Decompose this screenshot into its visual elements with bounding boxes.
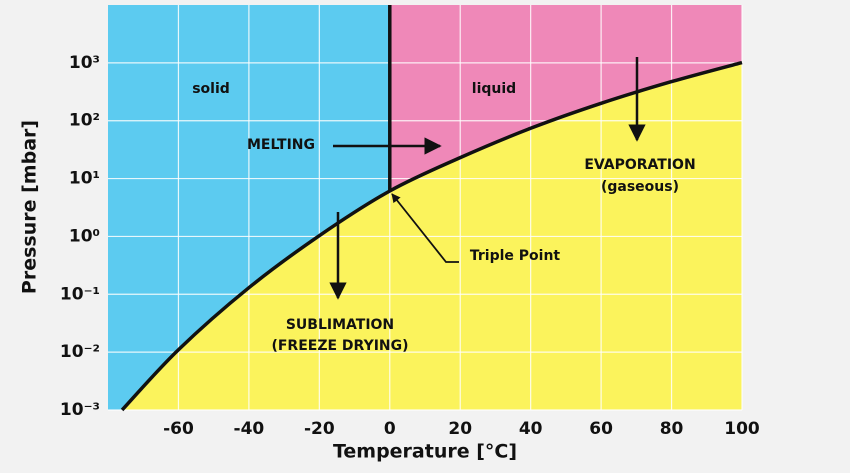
arrow xyxy=(391,193,459,263)
x-tick-label: -60 xyxy=(163,419,194,439)
annotation: Triple Point xyxy=(470,248,561,264)
region-label: liquid xyxy=(472,81,516,97)
x-axis-title: Temperature [°C] xyxy=(333,441,517,463)
annotations: solid liquid MELTING EVAPORATION (gaseou… xyxy=(19,57,696,463)
boundary-curve xyxy=(120,60,743,412)
y-tick-label: 10⁻² xyxy=(60,342,100,362)
plot-area: -60 -40 -20 0 20 40 60 80 100 10⁻³ 10⁻² 10⁻¹ 10⁰ 10¹ 1… xyxy=(60,5,760,439)
y-tick-label: 10⁰ xyxy=(69,226,100,246)
y-tick-label: 10⁻³ xyxy=(60,400,100,420)
annotation: SUBLIMATION xyxy=(286,317,394,333)
annotation: EVAPORATION xyxy=(584,157,695,173)
x-tick-label: 0 xyxy=(384,419,396,439)
x-tick-label: 20 xyxy=(448,419,472,439)
annotation: (FREEZE DRYING) xyxy=(271,338,408,354)
annotation: (gaseous) xyxy=(601,179,679,195)
y-tick-label: 10⁻¹ xyxy=(60,284,100,304)
x-tick-label: -20 xyxy=(304,419,335,439)
annotation: MELTING xyxy=(247,137,315,153)
x-tick-label: 100 xyxy=(724,419,760,439)
x-tick-label: -40 xyxy=(234,419,265,439)
region-label: solid xyxy=(192,81,230,97)
y-tick-label: 10² xyxy=(69,111,100,131)
y-axis-title: Pressure [mbar] xyxy=(19,120,41,294)
x-tick-label: 60 xyxy=(589,419,613,439)
y-tick-label: 10¹ xyxy=(69,169,100,189)
x-tick-label: 80 xyxy=(660,419,684,439)
y-tick-label: 10³ xyxy=(69,53,100,73)
x-tick-label: 40 xyxy=(519,419,543,439)
region-liquid xyxy=(389,5,742,191)
